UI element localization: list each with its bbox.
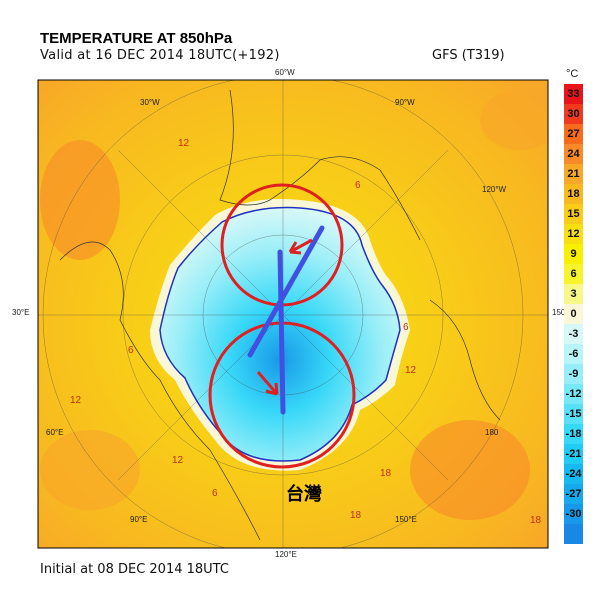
colorbar-segment: 0: [564, 304, 583, 324]
colorbar-label: 9: [570, 248, 577, 260]
contour-label: 18: [530, 515, 542, 526]
colorbar-unit: °C: [566, 68, 579, 80]
coastlines: [59, 89, 501, 541]
lon-label: 150°E: [395, 515, 417, 524]
colorbar-label: 0: [570, 308, 577, 320]
colorbar-label: 6: [570, 268, 577, 280]
lon-label: 90°W: [395, 98, 415, 107]
red-arrow-icon: [256, 371, 279, 396]
model-name: GFS (T319): [432, 48, 505, 63]
contour-label: 6: [212, 488, 218, 499]
contour-label: 6: [355, 180, 361, 191]
colorbar-label: 21: [567, 168, 580, 180]
colorbar-label: -30: [565, 508, 582, 520]
colorbar-segment: 33: [564, 84, 583, 104]
colorbar-segment: [564, 524, 583, 544]
contour-label: 6: [403, 322, 409, 333]
colorbar-label: -18: [565, 428, 582, 440]
colorbar-label: 30: [567, 108, 580, 120]
valid-time: Valid at 16 DEC 2014 18UTC(+192): [40, 48, 280, 63]
colorbar-label: -6: [568, 348, 579, 360]
colorbar-label: 18: [567, 188, 580, 200]
lon-label: 120°E: [275, 550, 297, 559]
lon-label: 90°E: [130, 515, 148, 524]
colorbar-segment: -24: [564, 464, 583, 484]
colorbar: 33 30 27 24 21 18 15 12 9 6 3 0 -3 -6 -9 -12 -15 -18 -21 -2…: [564, 84, 583, 544]
taiwan-annotation: 台灣: [286, 484, 322, 505]
colorbar-segment: 9: [564, 244, 583, 264]
colorbar-label: 24: [567, 148, 580, 160]
chart-title: TEMPERATURE AT 850hPa: [40, 30, 233, 47]
colorbar-segment: -12: [564, 384, 583, 404]
colorbar-segment: 18: [564, 184, 583, 204]
lon-label: 60°E: [46, 428, 64, 437]
colorbar-label: 27: [567, 128, 580, 140]
colorbar-segment: 27: [564, 124, 583, 144]
colorbar-segment: 24: [564, 144, 583, 164]
contour-label: 18: [380, 468, 392, 479]
annotations: [208, 183, 356, 469]
lon-label: 60°W: [275, 68, 295, 77]
colorbar-label: -24: [565, 468, 582, 480]
lon-label: 30°W: [140, 98, 160, 107]
colorbar-segment: -30: [564, 504, 583, 524]
colorbar-label: -12: [565, 388, 582, 400]
contour-label: 18: [350, 510, 362, 521]
colorbar-segment: -21: [564, 444, 583, 464]
contour-label: 12: [178, 138, 190, 149]
graticule: [38, 80, 548, 548]
colorbar-segment: -27: [564, 484, 583, 504]
contour-label: 12: [70, 395, 82, 406]
contour-label: 12: [172, 455, 184, 466]
trough-axis-line: [277, 249, 286, 415]
colorbar-label: 12: [567, 228, 580, 240]
contour-label: 6: [128, 345, 134, 356]
colorbar-segment: 12: [564, 224, 583, 244]
colorbar-segment: 6: [564, 264, 583, 284]
lon-label: 30°E: [12, 308, 30, 317]
colorbar-segment: -18: [564, 424, 583, 444]
colorbar-segment: -3: [564, 324, 583, 344]
colorbar-label: -3: [568, 328, 579, 340]
lon-label: 180: [485, 428, 499, 437]
colorbar-segment: 3: [564, 284, 583, 304]
tilted-axis-line: [247, 225, 325, 358]
colorbar-label: [560, 524, 587, 544]
colorbar-segment: -6: [564, 344, 583, 364]
colorbar-segment: -15: [564, 404, 583, 424]
colorbar-segment: 21: [564, 164, 583, 184]
lon-label: 120°W: [482, 185, 507, 194]
contour-label: 12: [405, 365, 417, 376]
colorbar-segment: 30: [564, 104, 583, 124]
colorbar-label: 33: [567, 88, 580, 100]
initial-time: Initial at 08 DEC 2014 18UTC: [40, 562, 229, 577]
colorbar-label: -27: [565, 488, 582, 500]
colorbar-segment: -9: [564, 364, 583, 384]
colorbar-label: -9: [568, 368, 579, 380]
colorbar-segment: 15: [564, 204, 583, 224]
colorbar-label: 3: [570, 288, 577, 300]
colorbar-label: -15: [565, 408, 582, 420]
red-arrow-icon: [288, 238, 313, 255]
colorbar-label: -21: [565, 448, 582, 460]
colorbar-label: 15: [567, 208, 580, 220]
